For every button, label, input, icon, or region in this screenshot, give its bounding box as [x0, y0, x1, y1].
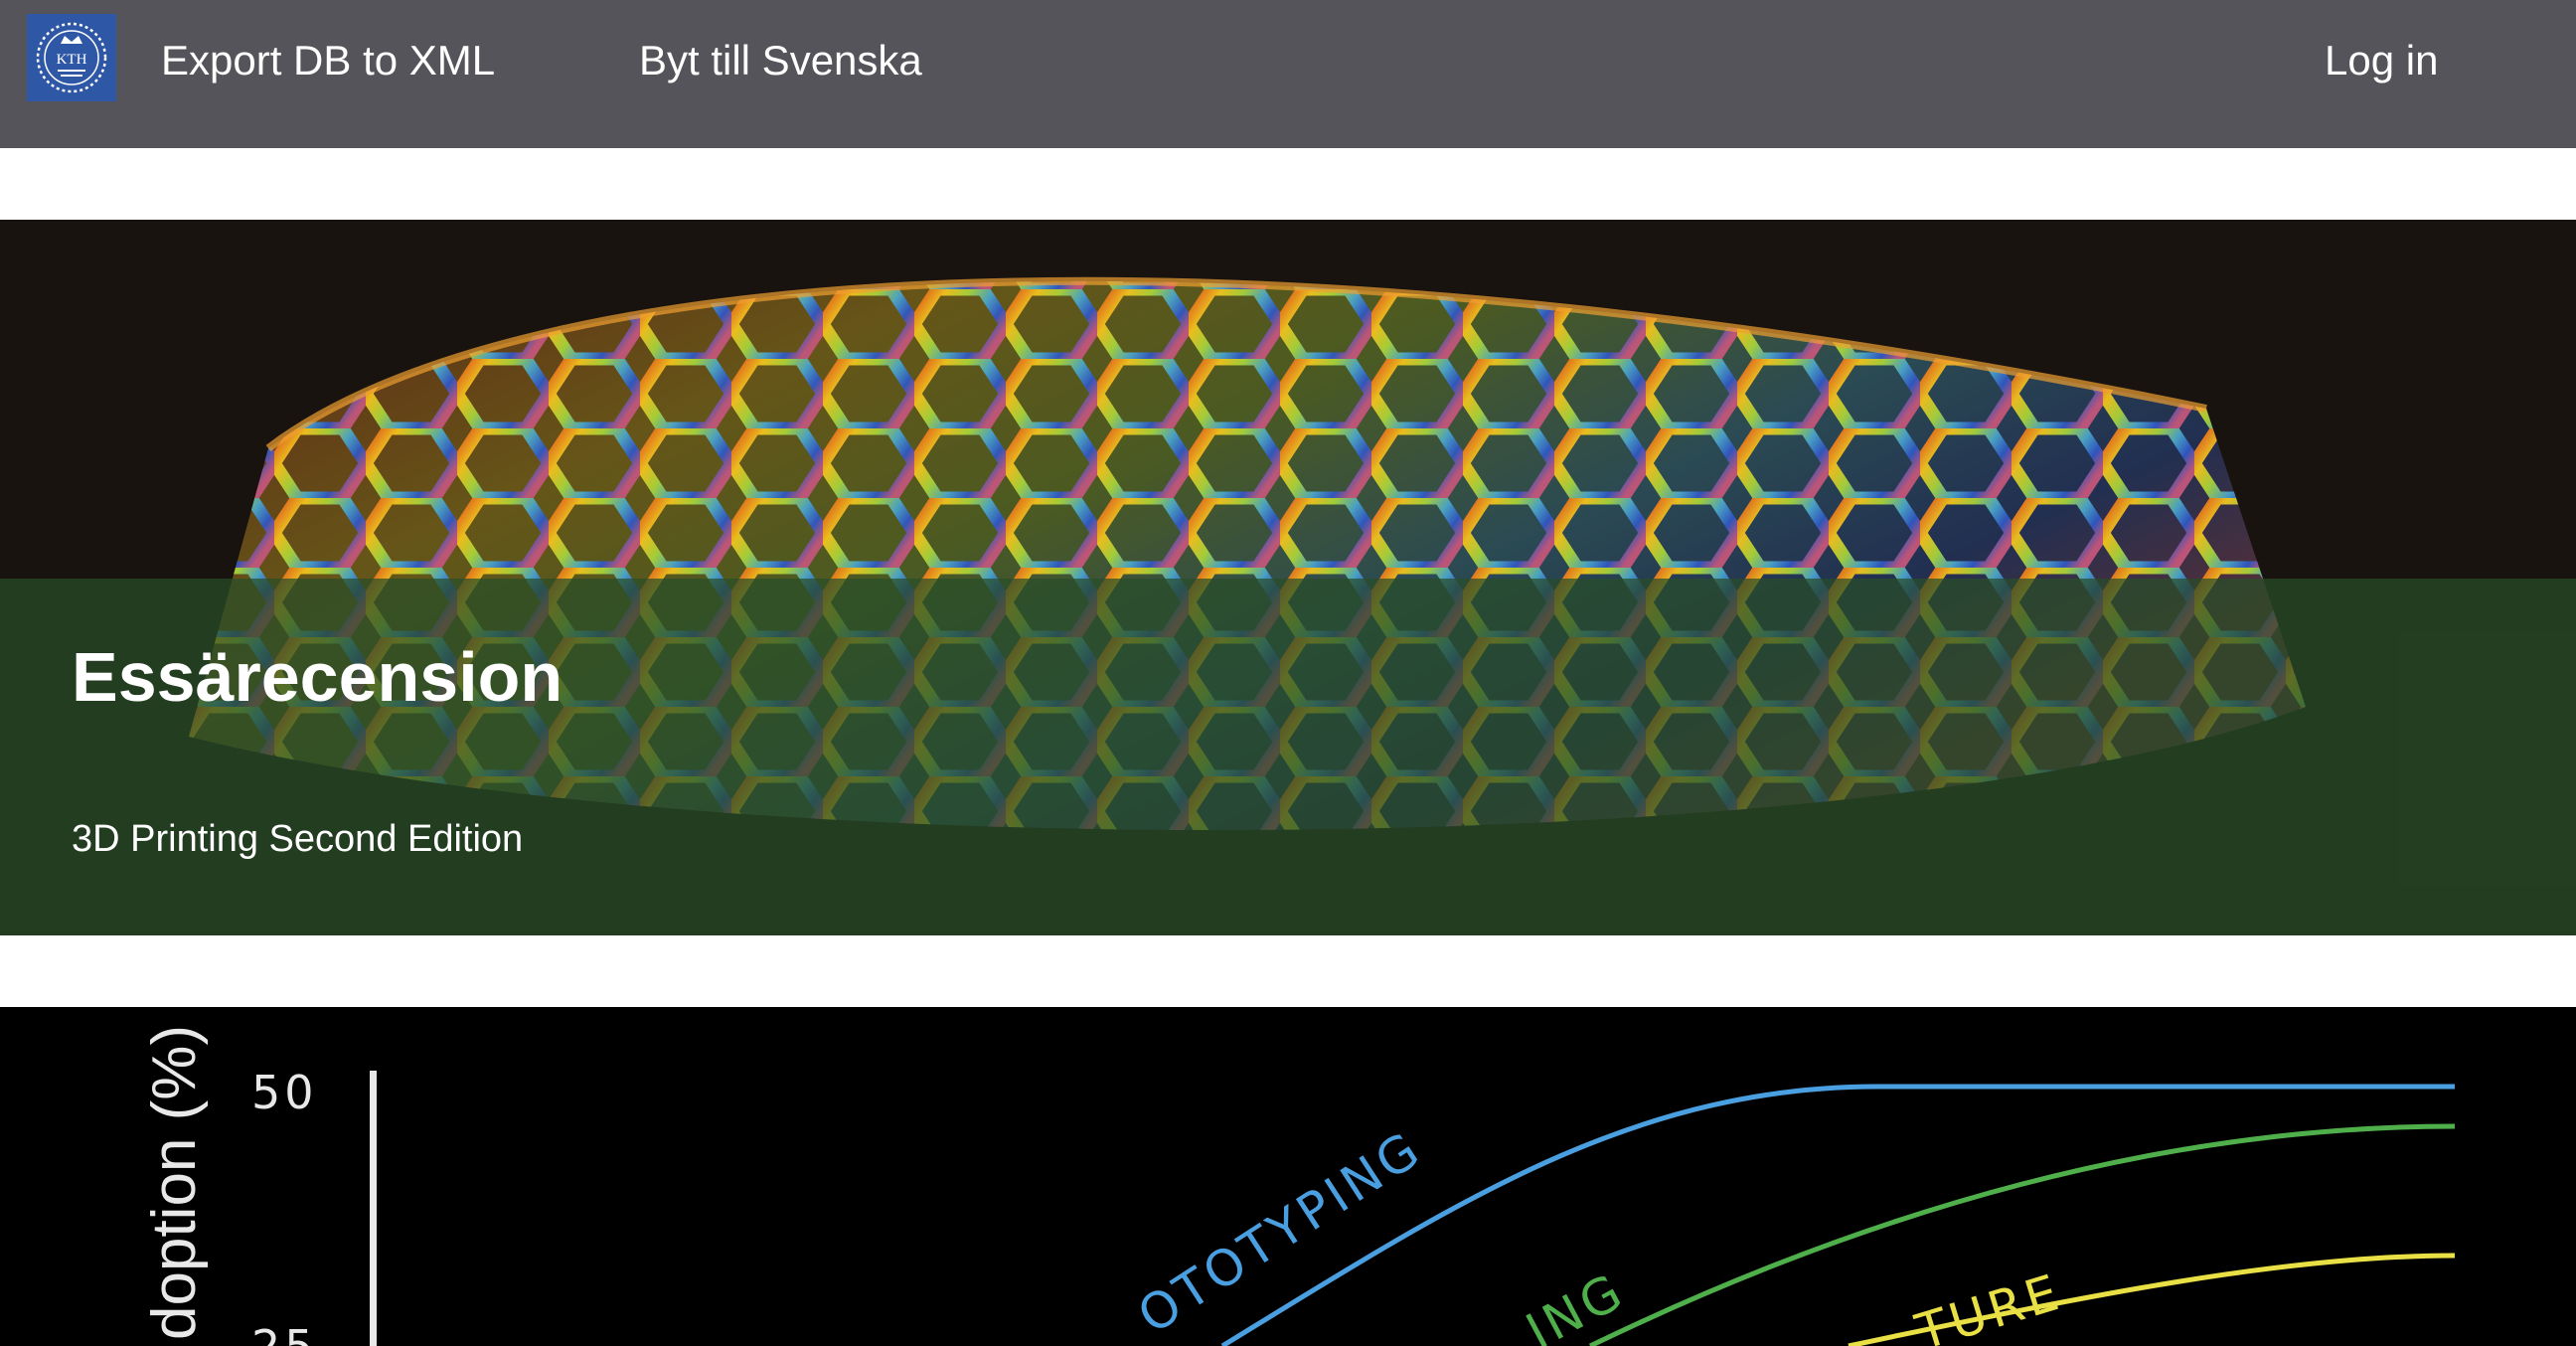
- article-card-essay-review[interactable]: Essärecension 3D Printing Second Edition: [0, 220, 2576, 935]
- kth-seal-icon: KTH: [36, 22, 107, 93]
- chart-series-line-manufacture: [1848, 1253, 2456, 1346]
- article-card-adoption-chart[interactable]: doption (%) 50 25 OTOTYPING ING TURE: [0, 1007, 2576, 1346]
- chart-series-line-prototyping: [1220, 1084, 2455, 1346]
- svg-text:KTH: KTH: [57, 52, 87, 68]
- top-navbar: KTH Export DB to XML Byt till Svenska Lo…: [0, 0, 2576, 148]
- chart-series-line-tooling: [1588, 1123, 2456, 1346]
- chart-y-axis: [370, 1071, 377, 1346]
- kth-logo[interactable]: KTH: [27, 14, 116, 101]
- chart-tick-25: 25: [251, 1320, 318, 1346]
- chart-y-label: doption (%): [140, 1025, 209, 1340]
- chart-tick-50: 50: [251, 1066, 318, 1119]
- hero-caption-overlay: [0, 579, 2576, 935]
- switch-language-link[interactable]: Byt till Svenska: [639, 37, 922, 84]
- article-title[interactable]: Essärecension: [72, 638, 564, 716]
- login-link[interactable]: Log in: [2325, 37, 2439, 84]
- adoption-curve-chart-image: doption (%) 50 25 OTOTYPING ING TURE: [0, 1007, 2576, 1346]
- export-db-link[interactable]: Export DB to XML: [161, 37, 496, 84]
- article-subtitle: 3D Printing Second Edition: [72, 818, 524, 860]
